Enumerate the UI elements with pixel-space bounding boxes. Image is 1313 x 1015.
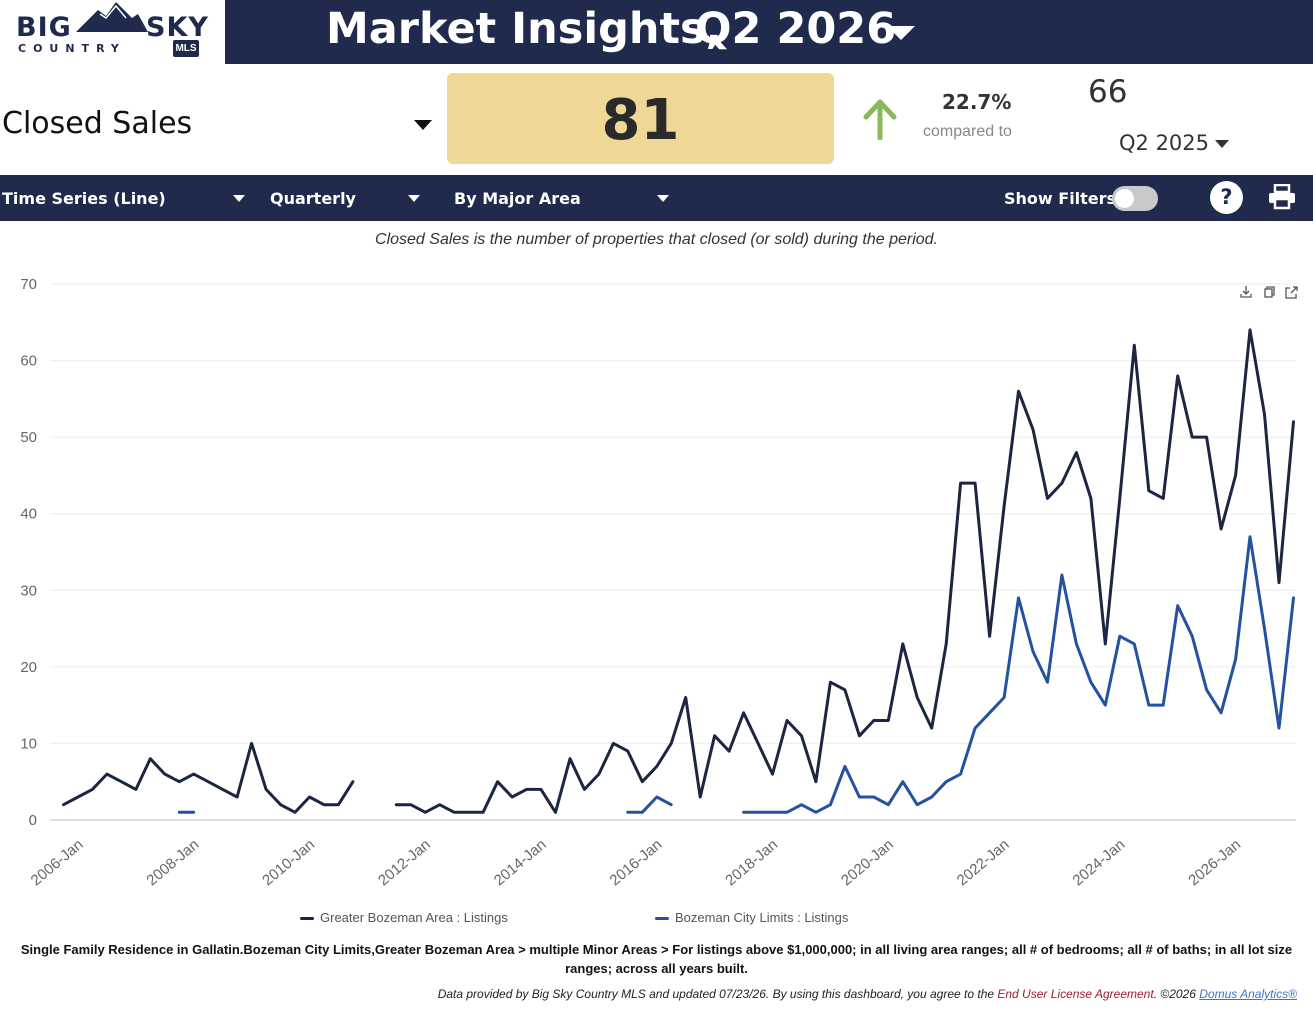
show-filters-toggle[interactable] — [1112, 186, 1158, 211]
y-tick-label: 0 — [29, 812, 37, 829]
grouping-chevron-down-icon[interactable] — [657, 195, 669, 202]
metric-chevron-down-icon[interactable] — [414, 120, 432, 130]
grouping-dropdown[interactable]: By Major Area — [454, 189, 581, 208]
footer-text: Data provided by Big Sky Country MLS and… — [437, 987, 998, 1001]
compared-to-label: compared to — [923, 123, 1012, 140]
period-chevron-down-icon[interactable] — [887, 26, 915, 40]
series-line-1 — [177, 535, 1295, 814]
legend-item-bozeman-city[interactable]: Bozeman City Limits : Listings — [655, 910, 848, 925]
x-tick-label: 2018-Jan — [722, 836, 781, 889]
legend-swatch — [655, 917, 669, 921]
y-tick-label: 30 — [20, 582, 37, 599]
y-tick-label: 70 — [20, 276, 37, 293]
x-tick-label: 2010-Jan — [259, 836, 318, 889]
legend-item-greater-bozeman[interactable]: Greater Bozeman Area : Listings — [300, 910, 508, 925]
filter-description: Single Family Residence in Gallatin.Boze… — [20, 942, 1293, 976]
x-tick-label: 2024-Jan — [1070, 836, 1129, 889]
x-tick-label: 2020-Jan — [838, 836, 897, 889]
prior-period-chevron-down-icon[interactable] — [1215, 140, 1229, 148]
x-tick-label: 2012-Jan — [375, 836, 434, 889]
footer: Data provided by Big Sky Country MLS and… — [438, 987, 1297, 1001]
prior-period-selector[interactable]: Q2 2025 — [1119, 131, 1210, 155]
y-tick-label: 40 — [20, 506, 37, 523]
legend-label: Bozeman City Limits : Listings — [675, 910, 849, 925]
legend-label: Greater Bozeman Area : Listings — [320, 910, 508, 925]
line-chart: 0 10 20 30 40 50 60 70 2006-Jan 2008-Jan 2010-Jan 2… — [20, 276, 1296, 889]
y-tick-label: 10 — [20, 735, 37, 752]
legend-swatch — [300, 917, 314, 921]
toggle-knob — [1115, 189, 1134, 208]
print-icon[interactable] — [1268, 184, 1296, 210]
logo-text-sky: SKY — [146, 12, 209, 43]
frequency-dropdown[interactable]: Quarterly — [270, 189, 356, 208]
series-line-0 — [62, 328, 1295, 814]
y-tick-label: 20 — [20, 659, 37, 676]
x-tick-label: 2014-Jan — [491, 836, 550, 889]
up-arrow-icon — [863, 99, 897, 140]
chart-tools — [1240, 286, 1298, 299]
chart-type-chevron-down-icon[interactable] — [233, 195, 245, 202]
logo-mls-badge: MLS — [173, 40, 199, 57]
period-selector[interactable]: Q2 2026 — [695, 4, 897, 54]
show-filters-label: Show Filters: — [1004, 189, 1123, 208]
y-tick-label: 50 — [20, 429, 37, 446]
frequency-chevron-down-icon[interactable] — [408, 195, 420, 202]
x-tick-label: 2006-Jan — [28, 836, 87, 889]
help-icon[interactable]: ? — [1210, 181, 1243, 214]
title-bar: Market Insights, Q2 2026 — [225, 0, 1313, 64]
x-tick-label: 2008-Jan — [143, 836, 202, 889]
page-title: Market Insights, — [326, 4, 722, 54]
footer-copyright: . ©2026 — [1153, 987, 1200, 1001]
prior-value: 66 — [1088, 74, 1128, 110]
mountain-logo-icon — [76, 2, 148, 32]
logo-text-country: COUNTRY — [18, 42, 126, 55]
domus-analytics-link[interactable]: Domus Analytics® — [1199, 987, 1297, 1001]
y-tick-label: 60 — [20, 353, 37, 370]
metric-description: Closed Sales is the number of properties… — [375, 231, 938, 248]
download-icon[interactable] — [1240, 286, 1252, 298]
pct-change: 22.7% — [942, 90, 1012, 114]
metric-selector[interactable]: Closed Sales — [2, 106, 193, 141]
eula-link[interactable]: End User License Agreement — [997, 987, 1154, 1001]
metric-value: 81 — [447, 73, 834, 164]
logo: BIG SKY COUNTRY MLS — [0, 0, 225, 64]
toolbar: Time Series (Line) Quarterly By Major Ar… — [0, 175, 1313, 221]
export-icon[interactable] — [1285, 286, 1298, 299]
chart-type-dropdown[interactable]: Time Series (Line) — [2, 189, 166, 208]
x-tick-label: 2022-Jan — [954, 836, 1013, 889]
logo-text-big: BIG — [16, 12, 72, 43]
copy-icon[interactable] — [1264, 286, 1275, 298]
x-tick-label: 2026-Jan — [1185, 836, 1244, 889]
x-tick-label: 2016-Jan — [606, 836, 665, 889]
